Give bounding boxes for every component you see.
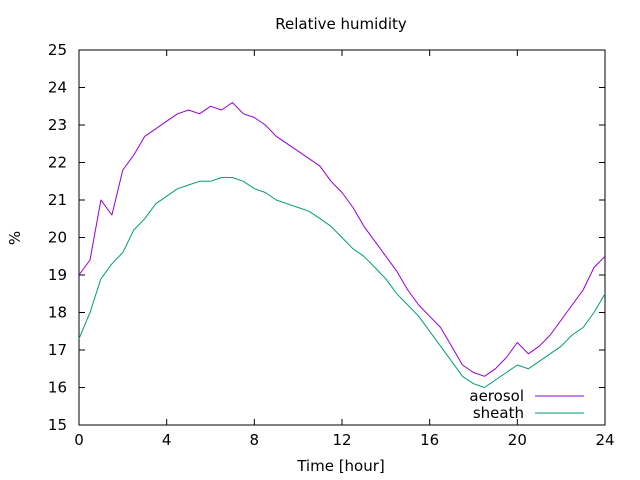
y-tick-label: 23 <box>48 116 67 134</box>
y-tick-label: 19 <box>48 266 67 284</box>
y-tick-label: 15 <box>48 416 67 434</box>
series-group <box>78 102 606 388</box>
y-tick-label: 24 <box>48 79 67 97</box>
x-axis-ticks: 0 4 8 12 16 20 24 <box>74 50 615 449</box>
x-tick-label: 24 <box>595 431 614 449</box>
x-tick-label: 8 <box>250 431 260 449</box>
chart-title: Relative humidity <box>275 15 407 33</box>
x-tick-label: 20 <box>508 431 527 449</box>
y-tick-label: 22 <box>48 154 67 172</box>
y-tick-label: 17 <box>48 341 67 359</box>
y-axis-label: % <box>6 231 24 245</box>
legend-label-sheath: sheath <box>473 404 524 422</box>
series-line-aerosol <box>78 102 606 377</box>
y-tick-label: 18 <box>48 304 67 322</box>
y-tick-label: 20 <box>48 229 67 247</box>
y-tick-label: 25 <box>48 41 67 59</box>
x-tick-label: 12 <box>332 431 351 449</box>
legend-label-aerosol: aerosol <box>469 387 524 405</box>
y-axis-ticks: 15 16 17 18 19 20 21 22 23 24 25 <box>48 41 605 434</box>
x-tick-label: 0 <box>74 431 84 449</box>
y-tick-label: 16 <box>48 379 67 397</box>
series-line-sheath <box>78 177 606 388</box>
y-tick-label: 21 <box>48 191 67 209</box>
x-tick-label: 16 <box>420 431 439 449</box>
x-tick-label: 4 <box>162 431 172 449</box>
x-axis-label: Time [hour] <box>296 457 385 475</box>
